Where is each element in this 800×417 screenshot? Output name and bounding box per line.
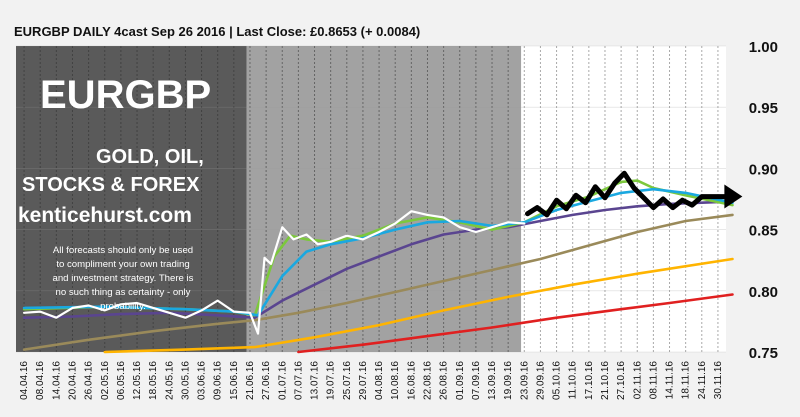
x-tick-label: 16.08.16 <box>406 361 417 400</box>
x-tick-label: 30.11.16 <box>713 361 724 400</box>
x-tick-label: 24.05.16 <box>164 361 175 400</box>
x-axis-ticks: 04.04.16 08.04.16 14.04.16 20.04.16 26.04.16… <box>19 361 724 400</box>
disclaimer-line: and investment strategy. There is <box>53 273 194 284</box>
x-tick-label: 13.07.16 <box>310 361 321 400</box>
series-line-ma-red <box>297 293 734 354</box>
x-tick-label: 21.06.16 <box>245 361 256 400</box>
x-tick-label: 19.09.16 <box>503 361 514 400</box>
x-tick-label: 22.08.16 <box>422 361 433 400</box>
x-tick-label: 08.04.16 <box>35 361 46 400</box>
shaded-region-light <box>246 46 522 352</box>
x-tick-label: 06.05.16 <box>116 361 127 400</box>
x-tick-label: 14.04.16 <box>51 361 62 400</box>
x-tick-label: 13.09.16 <box>487 361 498 400</box>
disclaimer-line: probability. <box>100 301 146 312</box>
x-tick-label: 27.10.16 <box>616 361 627 400</box>
x-tick-label: 17.10.16 <box>584 361 595 400</box>
disclaimer-line: to compliment your own trading <box>56 259 189 270</box>
series-line-ma-purple <box>22 200 734 320</box>
series-line-forecast <box>525 170 727 218</box>
x-tick-label: 21.10.16 <box>600 361 611 400</box>
x-tick-label: 09.06.16 <box>213 361 224 400</box>
symbol-label: EURGBP <box>40 73 211 117</box>
x-tick-label: 27.06.16 <box>261 361 272 400</box>
x-tick-label: 11.10.16 <box>568 361 579 400</box>
x-tick-label: 15.06.16 <box>229 361 240 400</box>
series-line-ma-olive <box>22 213 734 351</box>
x-tick-label: 10.08.16 <box>390 361 401 400</box>
series-lines <box>22 170 743 354</box>
website-label: kenticehurst.com <box>18 204 192 227</box>
plot-area <box>16 46 726 352</box>
y-tick-label: 0.85 <box>749 223 778 240</box>
x-tick-label: 02.11.16 <box>632 361 643 400</box>
x-tick-label: 24.11.16 <box>697 361 708 400</box>
x-tick-label: 23.09.16 <box>519 361 530 400</box>
y-tick-label: 0.80 <box>749 284 778 301</box>
x-tick-label: 01.09.16 <box>455 361 466 400</box>
y-tick-label: 0.75 <box>749 345 778 362</box>
topics-line-1: GOLD, OIL, <box>96 146 204 168</box>
x-tick-label: 26.08.16 <box>439 361 450 400</box>
x-tick-label: 05.10.16 <box>552 361 563 400</box>
x-tick-label: 25.07.16 <box>342 361 353 400</box>
y-axis-ticks: 1.00 0.95 0.90 0.85 0.80 0.75 <box>749 39 778 362</box>
x-tick-label: 01.07.16 <box>277 361 288 400</box>
x-tick-label: 30.05.16 <box>180 361 191 400</box>
disclaimer-line: All forecasts should only be used <box>53 245 193 256</box>
shaded-region-dark <box>16 46 247 352</box>
y-tick-label: 0.90 <box>749 161 778 178</box>
x-tick-label: 08.11.16 <box>648 361 659 400</box>
x-tick-label: 19.07.16 <box>326 361 337 400</box>
x-tick-label: 07.07.16 <box>293 361 304 400</box>
series-line-price <box>23 210 526 335</box>
x-tick-label: 03.06.16 <box>197 361 208 400</box>
chart-title: EURGBP DAILY 4cast Sep 26 2016 | Last Cl… <box>14 24 420 39</box>
series-line-ma-orange <box>103 257 734 354</box>
topics-line-2: STOCKS & FOREX <box>22 174 200 196</box>
y-tick-label: 0.95 <box>749 100 778 117</box>
x-tick-label: 29.07.16 <box>358 361 369 400</box>
x-tick-label: 04.08.16 <box>374 361 385 400</box>
x-tick-label: 02.05.16 <box>100 361 111 400</box>
disclaimer-line: no such thing as certainty - only <box>56 287 191 298</box>
x-tick-label: 18.05.16 <box>148 361 159 400</box>
x-tick-label: 18.11.16 <box>681 361 692 400</box>
x-tick-label: 20.04.16 <box>67 361 78 400</box>
x-tick-label: 14.11.16 <box>665 361 676 400</box>
x-tick-label: 07.09.16 <box>471 361 482 400</box>
y-tick-label: 1.00 <box>749 39 778 56</box>
branding-panel: EURGBP GOLD, OIL, STOCKS & FOREX kentice… <box>18 73 211 312</box>
x-tick-label: 04.04.16 <box>19 361 30 400</box>
forecast-arrowhead <box>724 184 743 209</box>
x-tick-label: 26.04.16 <box>84 361 95 400</box>
x-tick-label: 29.09.16 <box>535 361 546 400</box>
x-tick-label: 12.05.16 <box>132 361 143 400</box>
